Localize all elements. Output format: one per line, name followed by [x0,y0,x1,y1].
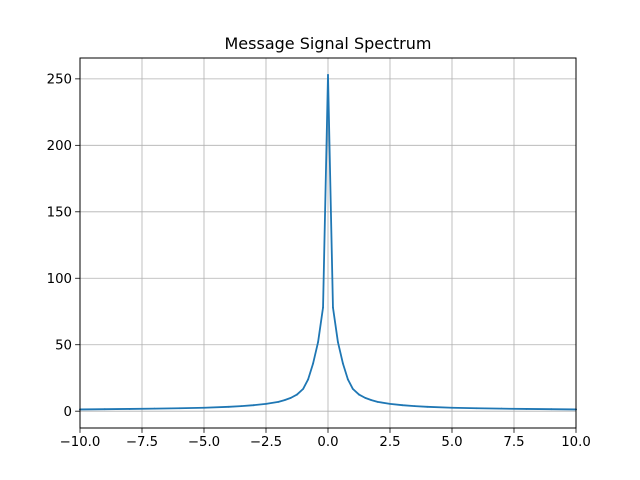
spectrum-point [103,408,106,411]
spectrum-point [475,407,478,410]
x-tick-label: −2.5 [250,435,282,450]
spectrum-point [203,406,205,409]
spectrum-point [364,396,367,399]
spectrum-point [153,407,156,410]
spectrum-point [227,405,230,408]
spectrum-point [128,408,131,410]
series-layer [79,73,577,411]
spectrum-point [351,387,354,390]
spectrum-point [550,408,553,411]
spectrum-point [358,393,360,396]
x-tick-label: −5.0 [188,435,220,450]
spectrum-point [376,400,379,403]
spectrum-point [332,306,334,309]
spectrum-point [277,400,280,403]
spectrum-point [312,362,315,365]
spectrum-point [525,408,528,410]
spectrum-point [451,406,453,409]
spectrum-point [401,404,404,407]
y-tick-label: 100 [47,272,72,287]
x-tick-label: 0.0 [317,435,338,450]
x-tick-label: −7.5 [126,435,158,450]
y-tick-label: 0 [64,405,72,420]
spectrum-point [370,399,373,402]
spectrum-point [252,404,255,407]
spectrum-point [341,362,344,365]
spectrum-point [302,387,305,390]
spectrum-point [327,73,329,76]
grid-layer [79,58,577,428]
spectrum-point [317,341,319,343]
spectrum-point [413,405,416,408]
chart-title: Message Signal Spectrum [225,34,432,53]
x-tick-label: 5.0 [441,435,462,450]
spectrum-point [426,405,429,408]
spectrum-point [389,402,391,405]
y-tick-label: 250 [47,72,72,87]
spectrum-point [500,407,503,410]
x-tick-label: 2.5 [379,435,400,450]
spectrum-point [283,399,286,402]
spectrum-point [178,407,181,410]
spectrum-point [322,306,324,309]
y-tick-label: 200 [47,139,72,154]
y-tick-label: 150 [47,205,72,220]
tick-layer: −10.0 −7.5 −5.0 −2.5 0.0 2.5 5.0 7.5 10.0 0 50 100 1… [47,72,591,450]
spectrum-point [346,378,349,381]
spectrum-point [265,402,267,405]
x-tick-label: −10.0 [60,435,101,450]
spectrum-point [289,396,292,399]
x-tick-label: 7.5 [503,435,524,450]
spectrum-point [337,341,339,343]
y-tick-label: 50 [55,338,72,353]
x-tick-label: 10.0 [561,435,591,450]
spectrum-point [307,378,310,381]
spectrum-point [240,405,243,408]
spectrum-point [296,393,298,396]
